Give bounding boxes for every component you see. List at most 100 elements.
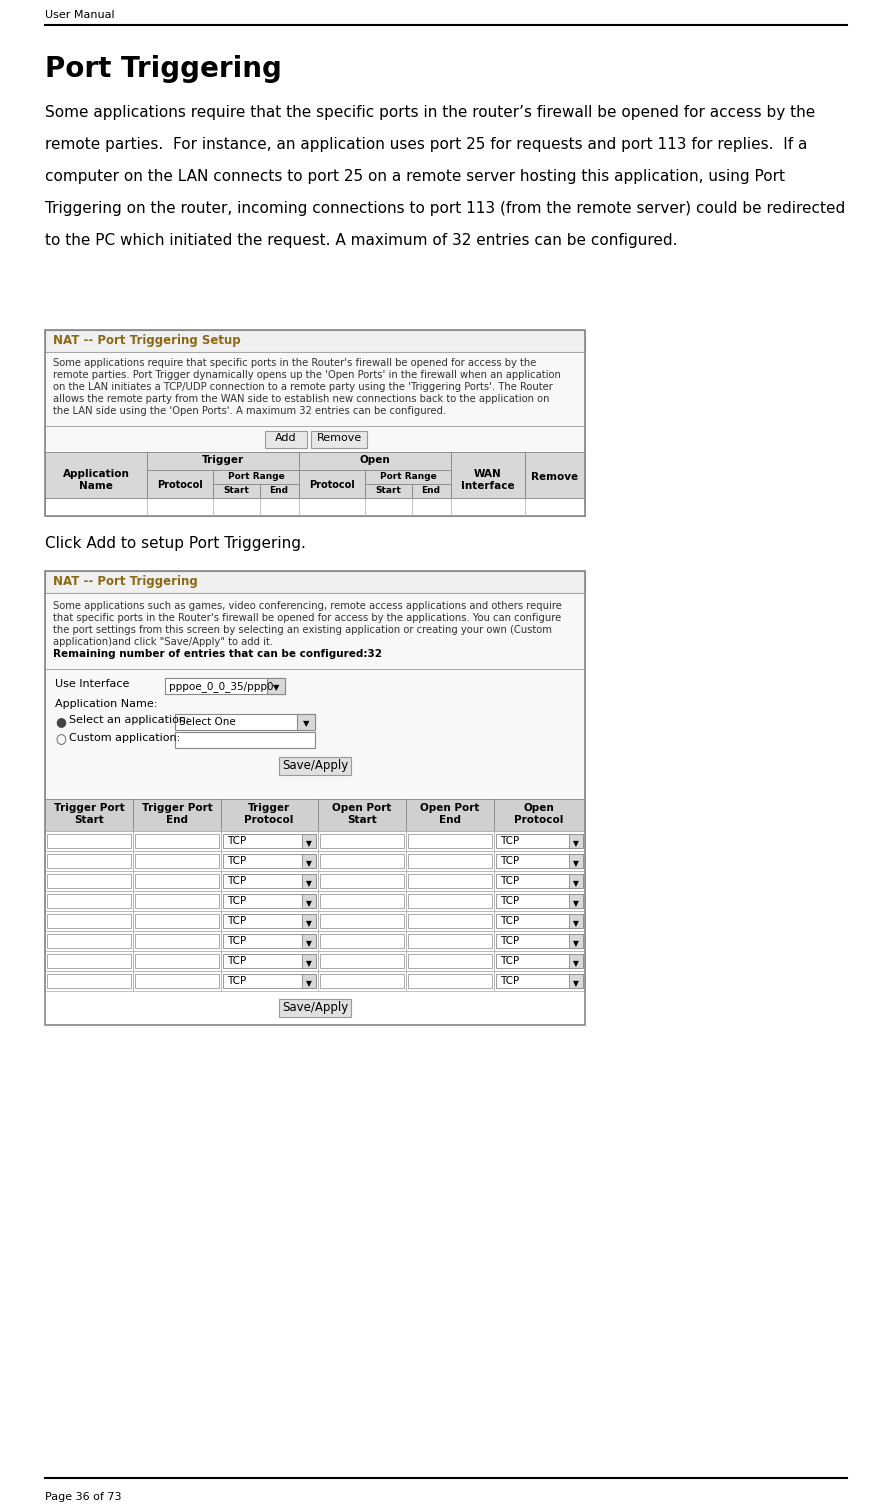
Bar (569, 914, 583, 928)
Bar (406, 971, 494, 991)
Text: Trigger Port: Trigger Port (142, 803, 212, 813)
Text: ●: ● (55, 715, 66, 727)
Text: on the LAN initiates a TCP/UDP connection to a remote party using the 'Triggerin: on the LAN initiates a TCP/UDP connectio… (53, 383, 553, 392)
Text: User Manual: User Manual (45, 11, 115, 20)
Bar (365, 470, 451, 483)
Text: TCP: TCP (500, 855, 519, 866)
Bar (223, 873, 316, 889)
Bar (302, 953, 316, 968)
Bar (147, 470, 213, 498)
Bar (496, 934, 583, 947)
Bar (223, 953, 316, 968)
Bar (165, 678, 285, 694)
Bar (133, 931, 221, 950)
Bar (175, 732, 315, 748)
Bar (221, 800, 318, 831)
Bar (133, 851, 221, 870)
Bar (320, 834, 404, 848)
Bar (47, 914, 131, 928)
Text: Start: Start (347, 815, 377, 825)
Text: ▼: ▼ (306, 899, 312, 908)
Bar (494, 831, 585, 851)
Text: Start: Start (375, 486, 401, 495)
Text: Trigger: Trigger (248, 803, 290, 813)
Bar (451, 452, 525, 498)
Bar (525, 452, 585, 498)
Bar (47, 834, 131, 848)
Bar (496, 953, 583, 968)
Bar (318, 950, 406, 971)
Text: Start: Start (223, 486, 249, 495)
Text: Protocol: Protocol (310, 480, 355, 489)
Bar (45, 352, 585, 426)
Bar (135, 834, 219, 848)
Bar (494, 950, 585, 971)
Bar (408, 953, 492, 968)
Text: ▼: ▼ (573, 919, 579, 928)
Text: Protocol: Protocol (157, 480, 202, 489)
Bar (406, 870, 494, 892)
Text: Port Triggering: Port Triggering (45, 56, 282, 83)
Bar (408, 873, 492, 889)
Bar (297, 714, 315, 730)
Text: remote parties.  For instance, an application uses port 25 for requests and port: remote parties. For instance, an applica… (45, 137, 807, 152)
Text: Save/Apply: Save/Apply (282, 1001, 348, 1014)
Text: pppoe_0_0_35/ppp0: pppoe_0_0_35/ppp0 (169, 681, 274, 691)
Bar (320, 914, 404, 928)
Text: WAN
Interface: WAN Interface (461, 468, 515, 491)
Text: ▼: ▼ (573, 940, 579, 947)
Bar (221, 931, 318, 950)
Text: Protocol: Protocol (515, 815, 564, 825)
Text: Save/Apply: Save/Apply (282, 759, 348, 773)
Text: TCP: TCP (227, 855, 246, 866)
Bar (221, 851, 318, 870)
Text: ▼: ▼ (573, 839, 579, 848)
Bar (302, 934, 316, 947)
Bar (133, 911, 221, 931)
Bar (406, 851, 494, 870)
Bar (47, 873, 131, 889)
Text: ▼: ▼ (306, 858, 312, 867)
Text: Port Range: Port Range (380, 471, 436, 480)
Bar (494, 851, 585, 870)
Bar (279, 758, 351, 776)
Bar (45, 593, 585, 669)
Text: Protocol: Protocol (244, 815, 293, 825)
Bar (221, 911, 318, 931)
Bar (299, 470, 365, 498)
Bar (135, 914, 219, 928)
Bar (408, 854, 492, 867)
Text: End: End (166, 815, 188, 825)
Text: Some applications such as games, video conferencing, remote access applications : Some applications such as games, video c… (53, 601, 562, 611)
Text: ▼: ▼ (573, 880, 579, 889)
Text: Open: Open (359, 455, 391, 465)
Bar (320, 974, 404, 988)
Bar (318, 851, 406, 870)
Text: Remove: Remove (532, 471, 579, 482)
Text: the port settings from this screen by selecting an existing application or creat: the port settings from this screen by se… (53, 625, 552, 636)
Bar (406, 831, 494, 851)
Text: TCP: TCP (500, 896, 519, 907)
Bar (47, 953, 131, 968)
Bar (406, 800, 494, 831)
Bar (221, 831, 318, 851)
Text: End: End (422, 486, 441, 495)
Bar (260, 483, 299, 498)
Bar (45, 931, 133, 950)
Bar (406, 931, 494, 950)
Bar (47, 895, 131, 908)
Bar (318, 911, 406, 931)
Bar (412, 483, 451, 498)
Text: Application Name:: Application Name: (55, 699, 157, 709)
Text: ▼: ▼ (302, 718, 310, 727)
Text: ▼: ▼ (573, 858, 579, 867)
Text: NAT -- Port Triggering: NAT -- Port Triggering (53, 575, 198, 587)
Bar (45, 911, 133, 931)
Bar (569, 834, 583, 848)
Bar (45, 831, 133, 851)
Text: Add: Add (276, 434, 297, 443)
Bar (494, 911, 585, 931)
Text: TCP: TCP (227, 956, 246, 965)
Bar (45, 571, 585, 1026)
Bar (406, 950, 494, 971)
